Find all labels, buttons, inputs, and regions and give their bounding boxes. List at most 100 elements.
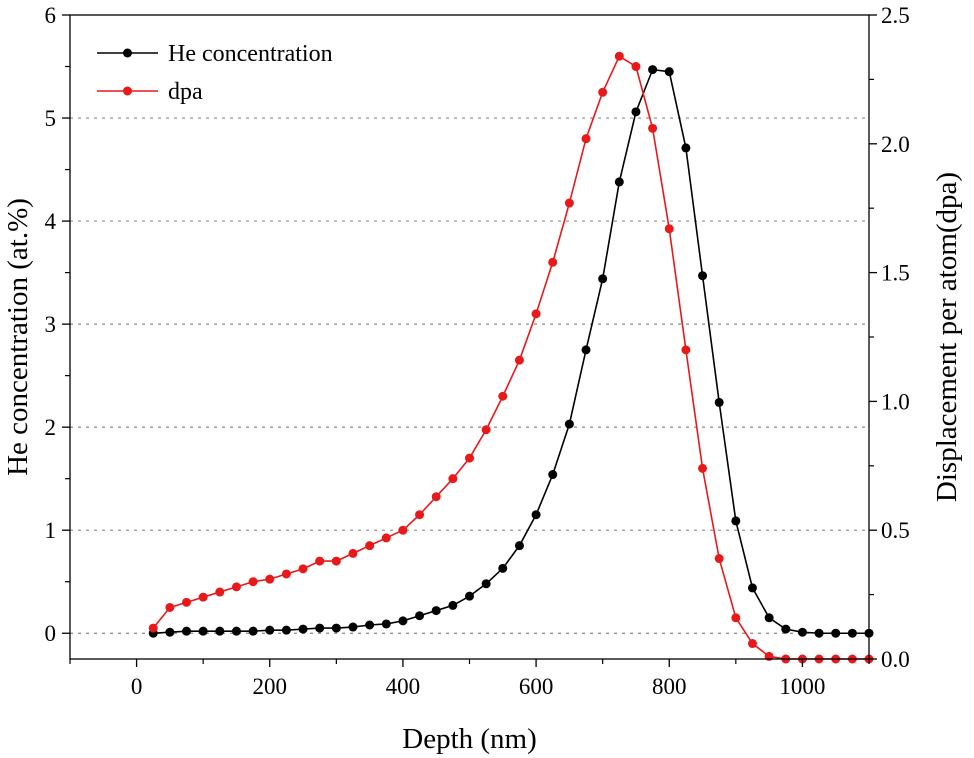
x-tick-label: 1000 — [779, 674, 825, 699]
legend-marker-dpa — [123, 86, 132, 96]
data-point-dpa — [198, 592, 208, 602]
data-point-dpa — [331, 556, 341, 566]
y-tick-label: 0 — [45, 621, 57, 646]
legend-marker-he — [123, 48, 132, 58]
data-point-he — [781, 624, 791, 634]
data-point-he — [465, 591, 474, 601]
y2-tick-label: 0.0 — [881, 647, 910, 672]
data-point-dpa — [148, 623, 158, 633]
y2-tick-label: 1.0 — [881, 389, 910, 414]
data-point-dpa — [348, 548, 358, 558]
data-point-he — [631, 107, 641, 117]
data-point-dpa — [481, 425, 491, 435]
data-point-dpa — [431, 492, 441, 502]
data-point-he — [548, 470, 558, 480]
data-point-he — [415, 611, 425, 621]
data-point-he — [398, 616, 408, 626]
data-point-he — [481, 579, 491, 589]
data-point-dpa — [698, 463, 708, 473]
data-point-dpa — [548, 257, 558, 267]
data-point-he — [598, 274, 608, 284]
data-point-dpa — [215, 587, 225, 597]
data-point-he — [281, 625, 291, 635]
y-tick-label: 2 — [45, 415, 57, 440]
data-point-dpa — [231, 582, 241, 592]
x-tick-label: 200 — [253, 674, 288, 699]
data-point-dpa — [514, 355, 524, 365]
data-point-dpa — [365, 541, 375, 551]
data-point-he — [165, 627, 175, 637]
data-point-dpa — [165, 602, 175, 612]
data-point-he — [681, 143, 691, 153]
data-point-dpa — [398, 525, 408, 535]
data-point-dpa — [281, 569, 291, 579]
data-point-he — [514, 541, 524, 551]
data-point-dpa — [498, 391, 508, 401]
data-point-he — [664, 67, 674, 77]
data-point-he — [248, 626, 258, 636]
x-tick-label: 400 — [386, 674, 421, 699]
data-point-dpa — [182, 597, 192, 607]
data-point-dpa — [747, 639, 757, 649]
legend-label-dpa: dpa — [168, 79, 203, 105]
data-point-he — [498, 563, 508, 573]
grid-lines — [70, 117, 869, 634]
data-point-he — [764, 613, 774, 623]
data-point-he — [231, 626, 241, 636]
data-point-dpa — [648, 123, 658, 133]
data-point-he — [215, 626, 225, 636]
data-point-dpa — [381, 533, 391, 543]
data-point-dpa — [248, 577, 258, 587]
data-point-he — [564, 419, 574, 429]
x-tick-label: 0 — [131, 674, 143, 699]
data-point-dpa — [531, 309, 541, 319]
data-point-he — [698, 271, 708, 281]
data-point-he — [198, 626, 208, 636]
data-point-he — [531, 510, 541, 520]
legend: He concentration dpa — [97, 41, 333, 105]
data-point-he — [331, 623, 341, 633]
data-point-he — [797, 627, 807, 637]
data-point-dpa — [265, 574, 275, 584]
y2-tick-label: 0.5 — [881, 518, 910, 543]
data-point-he — [614, 177, 624, 187]
y2-axis-title: Displacement per atom(dpa) — [931, 172, 963, 502]
data-point-he — [348, 622, 358, 632]
axes: 0 200 400 600 800 1000 0 1 2 3 4 5 6 0.0 0.5 1.0 1.5 2.0 2… — [45, 3, 910, 699]
data-point-he — [648, 65, 658, 75]
data-point-dpa — [631, 62, 641, 72]
y-axis-title: He concentration (at.%) — [2, 198, 34, 476]
data-point-he — [731, 516, 741, 526]
y-tick-label: 1 — [45, 518, 57, 543]
data-point-he — [298, 624, 308, 634]
data-point-he — [847, 628, 857, 638]
series-line-dpa — [152, 55, 869, 660]
y2-tick-label: 2.5 — [881, 3, 910, 28]
data-point-he — [431, 606, 441, 616]
data-point-dpa — [614, 51, 624, 61]
y-tick-label: 4 — [45, 209, 57, 234]
y2-tick-label: 2.0 — [881, 132, 910, 157]
data-point-he — [381, 619, 391, 629]
x-tick-label: 600 — [519, 674, 554, 699]
data-point-dpa — [315, 556, 325, 566]
data-point-dpa — [298, 564, 308, 574]
data-point-dpa — [664, 224, 674, 234]
data-point-dpa — [731, 613, 741, 623]
data-point-he — [265, 625, 275, 635]
x-axis-title: Depth (nm) — [402, 723, 537, 755]
series-line-he — [153, 68, 869, 635]
data-point-he — [581, 345, 591, 355]
data-point-dpa — [598, 87, 608, 97]
data-point-dpa — [581, 134, 591, 144]
data-point-dpa — [448, 474, 458, 484]
data-point-dpa — [714, 554, 724, 564]
data-point-dpa — [465, 453, 474, 463]
y2-tick-label: 1.5 — [881, 261, 910, 286]
x-tick-label: 800 — [652, 674, 687, 699]
data-point-dpa — [415, 510, 425, 520]
data-point-he — [448, 600, 458, 610]
data-point-he — [714, 397, 724, 407]
data-point-he — [831, 628, 841, 638]
